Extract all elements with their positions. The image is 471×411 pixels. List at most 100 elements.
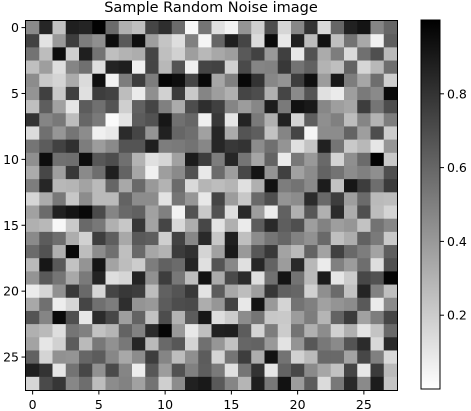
heatmap-cell [224,152,239,167]
heatmap-cell [317,337,332,351]
heatmap-cell [370,113,385,127]
heatmap-cell [185,376,199,391]
heatmap-cell [145,231,159,246]
heatmap-cell [264,73,279,88]
heatmap-cell [291,192,305,206]
heatmap-cell [224,73,239,88]
heatmap-cell [224,34,239,48]
heatmap-cell [357,152,371,167]
heatmap-cell [39,100,53,114]
heatmap-cell [224,86,239,101]
heatmap-cell [132,47,146,61]
heatmap-cell [357,376,371,391]
heatmap-cell [171,86,186,101]
heatmap-cell [211,192,226,206]
heatmap-cell [171,337,186,351]
heatmap-cell [79,205,93,220]
heatmap-cell [344,231,358,246]
heatmap-cell [79,258,93,272]
heatmap-cell [251,100,265,114]
heatmap-cell [26,245,40,259]
heatmap-cell [132,205,146,220]
heatmap-cell [317,205,332,220]
heatmap-cell [26,218,40,233]
heatmap-cell [264,258,279,272]
heatmap-cell [198,245,212,259]
x-tick-label: 0 [29,397,37,411]
heatmap-cell [264,284,279,299]
heatmap-cell [264,126,279,141]
heatmap-cell [79,297,93,312]
heatmap-cell [291,376,305,391]
heatmap-cell [330,113,345,127]
heatmap-cell [158,245,173,259]
heatmap-cell [158,60,173,75]
heatmap-cell [211,258,226,272]
heatmap-cell [118,152,133,167]
heatmap-cell [357,310,371,325]
heatmap-cell [118,139,133,154]
heatmap-cell [211,165,226,180]
heatmap-cell [224,258,239,272]
heatmap-cell [344,86,358,101]
heatmap-cell [211,245,226,259]
heatmap-cell [277,113,292,127]
heatmap-cell [65,297,80,312]
heatmap-cell [105,350,120,365]
heatmap-cell [118,310,133,325]
heatmap-cell [39,350,53,365]
heatmap-cell [132,297,146,312]
heatmap-cell [158,205,173,220]
heatmap-cell [26,271,40,285]
heatmap-cell [291,179,305,193]
heatmap-cell [39,73,53,88]
heatmap-cell [185,21,199,35]
heatmap-cell [264,86,279,101]
heatmap-cell [185,34,199,48]
heatmap-cell [357,231,371,246]
heatmap-cell [105,152,120,167]
heatmap-cell [357,350,371,365]
heatmap-cell [92,337,106,351]
heatmap-cell [105,376,120,391]
heatmap-cell [65,192,80,206]
heatmap-cell [26,47,40,61]
heatmap-cell [92,350,106,365]
heatmap-cell [158,21,173,35]
heatmap-cell [92,165,106,180]
heatmap-cell [277,218,292,233]
heatmap-cell [370,231,385,246]
heatmap-cell [198,100,212,114]
heatmap-cell [251,47,265,61]
heatmap-cell [118,271,133,285]
heatmap-cell [79,47,93,61]
heatmap-cell [344,284,358,299]
heatmap-cell [132,73,146,88]
heatmap-cell [39,363,53,378]
heatmap-cell [92,86,106,101]
heatmap-cell [238,126,252,141]
heatmap-cell [344,350,358,365]
heatmap-cell [357,113,371,127]
heatmap-cell [264,179,279,193]
chart-title: Sample Random Noise image [104,0,318,16]
heatmap-cell [39,245,53,259]
heatmap-cell [52,34,67,48]
heatmap-cell [171,245,186,259]
heatmap-cell [238,179,252,193]
heatmap-cell [317,245,332,259]
heatmap-cell [304,165,318,180]
heatmap-cell [370,86,385,101]
heatmap-cell [344,297,358,312]
heatmap-cell [370,100,385,114]
heatmap-cell [145,350,159,365]
heatmap-cell [65,363,80,378]
heatmap-cell [238,192,252,206]
heatmap-cell [198,258,212,272]
heatmap-cell [264,34,279,48]
heatmap-cell [383,86,398,101]
heatmap-cell [132,231,146,246]
heatmap-cell [79,165,93,180]
heatmap-cell [92,34,106,48]
heatmap-cell [370,337,385,351]
